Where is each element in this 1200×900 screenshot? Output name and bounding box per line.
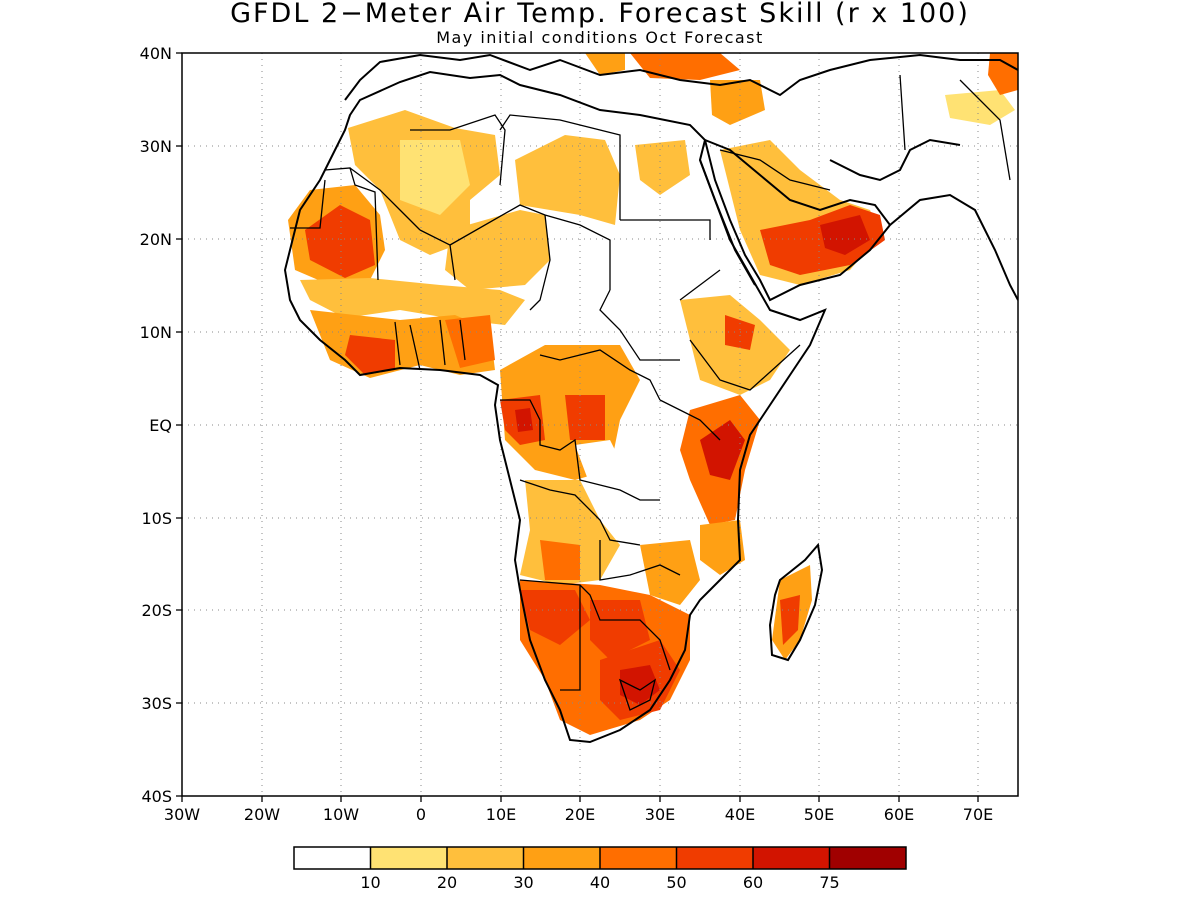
latitude-labels: 40N 30N 20N 10N EQ 10S 20S 30S 40S <box>140 44 172 806</box>
colorbar-swatch <box>447 847 524 869</box>
lon-label: 20W <box>244 805 280 824</box>
country-borders <box>290 74 1011 711</box>
skill-region-guinea-core <box>345 335 395 375</box>
colorbar-label: 20 <box>437 873 457 892</box>
colorbar-swatch <box>294 847 371 869</box>
skill-region-levant <box>710 80 765 125</box>
lat-label: 20N <box>140 230 172 249</box>
colorbar-label: 50 <box>666 873 686 892</box>
lon-label: 60E <box>884 805 914 824</box>
skill-region-congo-basin-gap <box>575 440 640 490</box>
skill-region-madagascar-core <box>780 595 800 645</box>
skill-region-caspian <box>988 53 1018 95</box>
map-title: GFDL 2−Meter Air Temp. Forecast Skill (r… <box>230 0 970 29</box>
africa-coastline <box>283 70 827 744</box>
skill-region-niger <box>445 210 550 290</box>
lat-label: 40S <box>141 787 172 806</box>
skill-region-south-africa-peak <box>620 665 660 705</box>
colorbar-label: 60 <box>743 873 763 892</box>
colorbar-swatch <box>676 847 753 869</box>
skill-region-botswana-core <box>590 600 650 660</box>
coastlines <box>283 53 1018 744</box>
map-subtitle: May initial conditions Oct Forecast <box>436 28 764 47</box>
lon-label: 40E <box>725 805 755 824</box>
lat-label: EQ <box>149 416 172 435</box>
skill-region-mediterranean <box>630 53 740 80</box>
arabia-coastline <box>703 138 892 302</box>
lon-label: 50E <box>804 805 834 824</box>
skill-region-namibia-core <box>520 590 590 645</box>
persian-gulf-coastline <box>829 138 961 182</box>
skill-region-congo-peak <box>515 408 533 432</box>
skill-region-libya <box>515 135 620 225</box>
lon-label: 10W <box>323 805 359 824</box>
lon-label: 30W <box>164 805 200 824</box>
colorbar-label: 40 <box>590 873 610 892</box>
skill-region-angola-core <box>540 540 580 580</box>
lat-label: 30N <box>140 137 172 156</box>
skill-region-tanzania <box>700 520 745 575</box>
skill-region-egypt <box>635 140 690 195</box>
colorbar-swatch <box>600 847 677 869</box>
lon-label: 70E <box>963 805 993 824</box>
colorbar-swatch <box>753 847 830 869</box>
lat-label: 40N <box>140 44 172 63</box>
tick-marks <box>176 52 979 802</box>
colorbar: 10 20 30 40 50 60 75 <box>293 846 907 892</box>
skill-region-arabia-peak <box>820 215 870 255</box>
colorbar-swatch <box>523 847 600 869</box>
madagascar-coastline <box>768 542 824 662</box>
lon-label: 0 <box>416 805 426 824</box>
asia-coastline <box>889 193 1018 301</box>
colorbar-swatch <box>370 847 447 869</box>
skill-region-mozambique <box>640 540 700 605</box>
skill-region-kenya-core <box>700 420 745 480</box>
lat-label: 10N <box>140 323 172 342</box>
lon-label: 20E <box>565 805 595 824</box>
lat-label: 30S <box>141 694 172 713</box>
longitude-labels: 30W 20W 10W 0 10E 20E 30E 40E 50E 60E 70… <box>164 805 993 824</box>
europe-coastline <box>344 53 1018 101</box>
skill-region-nigeria <box>445 315 495 368</box>
red-sea-coastline <box>699 159 756 286</box>
colorbar-label: 75 <box>819 873 839 892</box>
skill-region-sahel <box>300 278 525 325</box>
lat-label: 10S <box>141 509 172 528</box>
colorbar-label: 30 <box>513 873 533 892</box>
colorbar-label: 10 <box>360 873 380 892</box>
lon-label: 10E <box>486 805 516 824</box>
skill-region-congo-core-2 <box>565 395 605 440</box>
skill-region-iran <box>945 90 1015 125</box>
lat-label: 20S <box>141 601 172 620</box>
skill-region-north-africa-light <box>400 140 470 215</box>
lon-label: 30E <box>645 805 675 824</box>
colorbar-swatch <box>829 847 906 869</box>
skill-region-mauritania-core <box>305 205 375 278</box>
skill-region-spain <box>585 53 625 75</box>
